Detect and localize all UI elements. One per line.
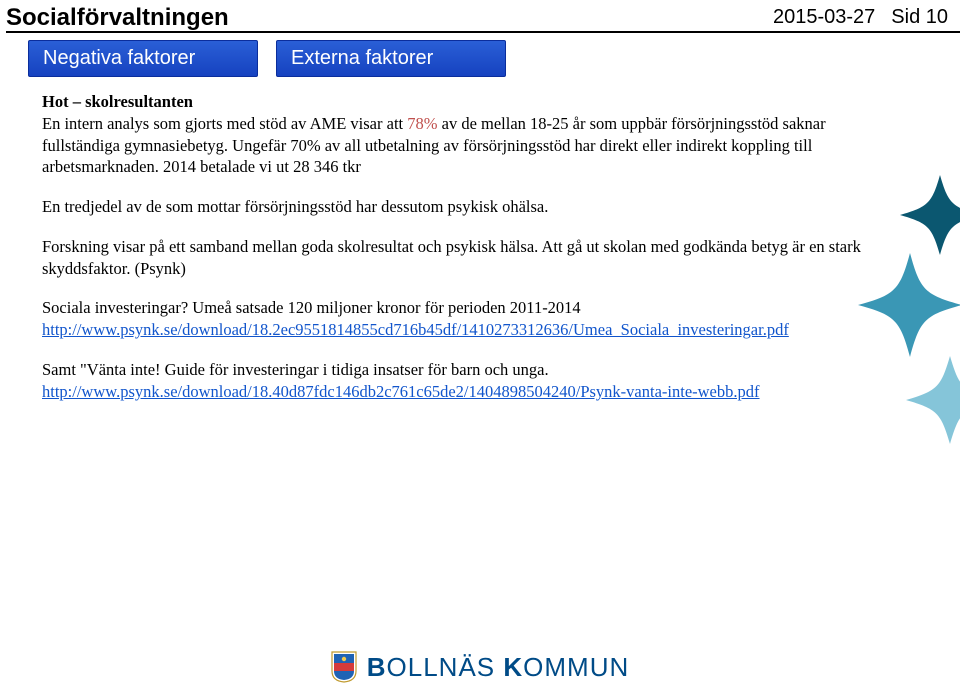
link-umea-pdf[interactable]: http://www.psynk.se/download/18.2ec95518… — [42, 320, 789, 339]
body-content: Hot – skolresultanten En intern analys s… — [0, 77, 960, 402]
tabs-row: Negativa faktorer Externa faktorer — [28, 40, 960, 77]
date-page-block: 2015-03-27 Sid 10 — [773, 4, 948, 29]
paragraph-3: Forskning visar på ett samband mellan go… — [42, 236, 870, 280]
header-page: Sid 10 — [891, 6, 948, 29]
link-psynk-pdf[interactable]: http://www.psynk.se/download/18.40d87fdc… — [42, 382, 760, 401]
tab-external: Externa faktorer — [276, 40, 506, 77]
decorative-star-graphic — [820, 155, 960, 455]
paragraph-1: Hot – skolresultanten En intern analys s… — [42, 91, 870, 178]
org-name: Socialförvaltningen — [6, 4, 229, 32]
page-header: Socialförvaltningen 2015-03-27 Sid 10 — [0, 0, 960, 32]
header-date: 2015-03-27 — [773, 6, 875, 29]
subtitle: Hot – skolresultanten — [42, 92, 193, 111]
tab-negative: Negativa faktorer — [28, 40, 258, 77]
footer-r2: OMMUN — [523, 652, 629, 682]
p4a: Sociala investeringar? Umeå satsade 120 … — [42, 298, 581, 317]
percent-highlight: 78% — [407, 114, 437, 133]
footer-b1: B — [367, 652, 387, 682]
footer-text: BOLLNÄS KOMMUN — [367, 652, 630, 683]
paragraph-2: En tredjedel av de som mottar försörjnin… — [42, 196, 870, 218]
footer-r1: OLLNÄS — [387, 652, 496, 682]
paragraph-5: Samt "Vänta inte! Guide för investeringa… — [42, 359, 870, 403]
p1a: En intern analys som gjorts med stöd av … — [42, 114, 407, 133]
paragraph-4: Sociala investeringar? Umeå satsade 120 … — [42, 297, 870, 341]
footer: BOLLNÄS KOMMUN — [0, 651, 960, 688]
crest-icon — [331, 651, 357, 683]
p5a: Samt "Vänta inte! Guide för investeringa… — [42, 360, 549, 379]
footer-b2: K — [503, 652, 523, 682]
